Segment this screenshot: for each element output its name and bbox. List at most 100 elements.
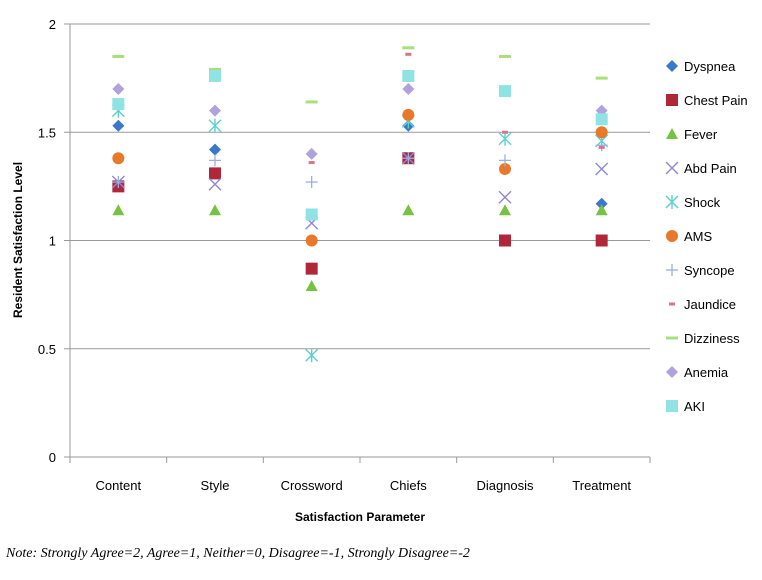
data-point — [498, 131, 512, 146]
data-point — [402, 69, 415, 82]
data-point — [208, 118, 222, 133]
marker-shape — [305, 147, 318, 160]
legend-marker — [666, 336, 678, 340]
marker-shape — [666, 230, 678, 242]
axes — [64, 23, 651, 463]
marker-shape — [595, 234, 608, 247]
legend-marker — [666, 230, 678, 242]
data-point — [112, 204, 125, 216]
data-point — [112, 54, 125, 58]
marker-shape — [305, 234, 318, 247]
data-point — [305, 262, 318, 275]
data-point — [112, 176, 125, 189]
grid-lines — [70, 23, 650, 350]
data-point — [305, 234, 318, 247]
data-point — [305, 348, 319, 363]
legend-label: Abd Pain — [684, 161, 737, 176]
data-point — [502, 130, 508, 134]
data-point — [209, 69, 221, 82]
marker-shape — [112, 119, 125, 132]
series-abd-pain — [111, 151, 609, 230]
marker-shape — [595, 197, 608, 210]
data-point — [305, 208, 318, 221]
data-point — [499, 204, 511, 216]
data-point — [595, 76, 608, 80]
series-chest-pain — [112, 152, 608, 275]
legend-marker — [665, 161, 679, 175]
data-point — [402, 82, 415, 95]
legend-item: Abd Pain — [665, 161, 737, 176]
legend-marker — [666, 94, 678, 106]
marker-shape — [112, 54, 125, 58]
legend-item: Dizziness — [666, 331, 740, 346]
legend-label: AKI — [684, 399, 705, 414]
legend-label: Jaundice — [684, 297, 736, 312]
data-point — [402, 108, 415, 121]
marker-stroke — [208, 177, 222, 191]
x-category-label: Diagnosis — [476, 478, 534, 493]
data-point — [595, 197, 608, 210]
x-category-label: Chiefs — [390, 478, 427, 493]
legend-item: Dyspnea — [666, 59, 736, 74]
marker-shape — [499, 163, 511, 176]
legend-item: Chest Pain — [666, 93, 748, 108]
x-category-label: Treatment — [572, 478, 631, 493]
marker-shape — [305, 279, 318, 291]
marker-shape — [402, 69, 415, 82]
legend-item: Anemia — [666, 365, 729, 380]
data-point — [305, 147, 318, 160]
marker-shape — [499, 85, 511, 98]
marker-shape — [402, 108, 415, 121]
marker-shape — [308, 161, 315, 165]
marker-shape — [499, 234, 511, 247]
marker-shape — [669, 302, 675, 306]
data-point — [208, 177, 222, 191]
legend-label: Shock — [684, 195, 721, 210]
legend-label: Dyspnea — [684, 59, 736, 74]
series-aki — [112, 69, 608, 221]
data-point — [499, 54, 511, 58]
data-point — [499, 163, 511, 176]
series-jaundice — [308, 52, 605, 165]
data-point — [308, 161, 315, 165]
y-axis-title: Resident Satisfaction Level — [11, 162, 25, 318]
data-point — [595, 139, 608, 152]
data-point — [499, 234, 511, 247]
data-point — [209, 167, 221, 180]
marker-shape — [112, 152, 125, 165]
legend-label: Dizziness — [684, 331, 740, 346]
marker-shape — [209, 67, 221, 71]
marker-shape — [666, 366, 678, 378]
data-point — [209, 67, 221, 71]
x-axis-title: Satisfaction Parameter — [295, 510, 425, 524]
data-point — [112, 82, 125, 95]
marker-shape — [666, 94, 678, 106]
marker-shape — [305, 100, 318, 104]
marker-shape — [209, 204, 221, 216]
marker-shape — [402, 204, 415, 216]
marker-shape — [209, 69, 221, 82]
marker-shape — [595, 76, 608, 80]
series-dyspnea — [112, 119, 608, 210]
legend: Dyspnea Chest Pain Fever Abd Pain Shock AMS Sy… — [665, 59, 748, 414]
data-point — [112, 119, 125, 132]
marker-shape — [499, 204, 511, 216]
legend-marker — [666, 400, 678, 412]
x-category-label: Content — [96, 478, 142, 493]
data-point — [112, 98, 125, 111]
marker-shape — [499, 54, 511, 58]
y-tick-label: 0.5 — [38, 342, 56, 357]
legend-label: Fever — [684, 127, 718, 142]
legend-item: Jaundice — [669, 297, 736, 312]
legend-item: Fever — [666, 127, 718, 142]
data-point — [595, 113, 608, 126]
data-point — [598, 145, 605, 149]
marker-shape — [666, 336, 678, 340]
legend-item: AMS — [666, 229, 713, 244]
legend-marker — [666, 60, 678, 72]
data-point — [209, 104, 221, 117]
series-dizziness — [112, 46, 608, 104]
data-point — [402, 204, 415, 216]
data-point — [499, 85, 511, 98]
